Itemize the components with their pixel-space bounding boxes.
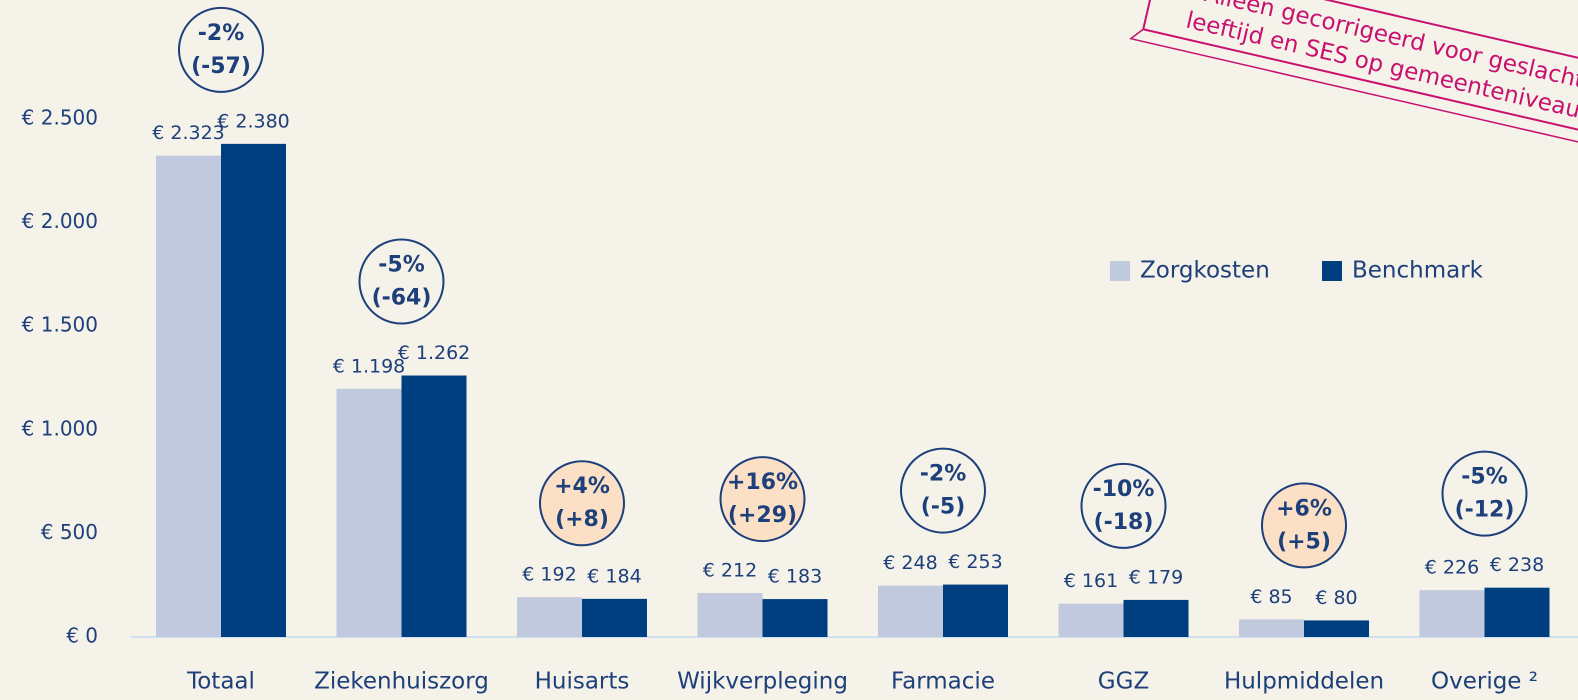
x-tick-label: Wijkverpleging [677,669,848,695]
bar [697,593,763,637]
annotation-circle [358,238,445,325]
bar [582,598,647,637]
value-label: € 253 [948,551,1002,573]
annotation-text: -2% [920,462,966,487]
y-tick-label: € 2.000 [22,209,98,233]
x-tick-label: GGZ [1098,669,1149,695]
stamp: Alleen gecorrigeerd voor geslacht, leeft… [1129,0,1578,143]
annotation-text: (+8) [555,507,609,532]
value-label: € 192 [522,564,576,586]
value-label: € 80 [1315,587,1357,609]
annotation-circle [1261,482,1347,569]
bar [1123,599,1189,637]
bar [1484,587,1550,637]
annotation-text: (-5) [921,495,966,520]
x-tick-label: Totaal [186,669,255,695]
annotation-circle [1441,450,1528,537]
bar [517,597,582,637]
value-label: € 1.262 [398,342,471,364]
annotation-circle [719,456,806,543]
value-label: € 248 [883,552,937,574]
x-tick-label: Huisarts [535,669,630,695]
legend-label: Benchmark [1352,258,1484,284]
value-label: € 85 [1250,586,1292,608]
y-tick-label: € 1.000 [22,416,98,440]
value-label: € 238 [1490,554,1544,576]
value-label: € 2.380 [217,110,290,132]
bar [336,388,402,637]
annotation-text: -5% [1461,465,1507,490]
annotation-text: (+5) [1277,529,1331,554]
annotation-circle [539,460,625,547]
bar [1239,619,1304,637]
x-tick-label: Overige ² [1431,669,1538,695]
bar [1419,590,1485,637]
annotation-text: -5% [378,253,424,278]
bar [1304,620,1369,637]
annotation-text: (-64) [372,286,432,311]
bar [1058,603,1124,637]
bar [762,599,828,637]
annotation-text: -10% [1093,477,1155,502]
stamp-border [1142,0,1578,134]
value-label: € 1.198 [333,355,406,377]
annotation-text: +16% [727,470,798,495]
annotation-text: +6% [1276,496,1332,521]
x-tick-label: Hulpmiddelen [1224,669,1384,695]
annotation-circle [1080,462,1167,549]
bar [221,143,286,637]
value-label: € 2.323 [152,122,225,144]
value-label: € 161 [1064,570,1118,592]
legend-label: Zorgkosten [1140,258,1270,284]
value-label: € 184 [587,565,641,587]
legend-swatch [1110,261,1130,281]
bar [878,585,943,637]
x-tick-label: Ziekenhuiszorg [314,669,489,695]
annotation-text: (-18) [1094,510,1154,535]
bar [943,584,1008,637]
bar [156,155,221,638]
y-tick-label: € 0 [66,624,98,648]
bar [401,375,467,637]
annotation-text: +4% [554,474,610,499]
value-label: € 212 [703,560,757,582]
annotation-circle [900,447,986,534]
y-tick-label: € 2.500 [22,106,98,130]
value-label: € 183 [768,566,822,588]
value-label: € 226 [1425,557,1479,579]
annotation-circle [178,6,264,93]
legend-swatch [1322,261,1342,281]
stamp-edge [1129,28,1578,143]
y-tick-label: € 1.500 [22,313,98,337]
annotation-text: -2% [198,21,244,46]
annotation-text: (-12) [1455,498,1515,523]
y-tick-label: € 500 [41,520,98,544]
annotation-text: (+29) [728,503,797,528]
x-tick-label: Farmacie [891,669,995,695]
annotation-text: (-57) [191,54,251,79]
value-label: € 179 [1129,566,1183,588]
